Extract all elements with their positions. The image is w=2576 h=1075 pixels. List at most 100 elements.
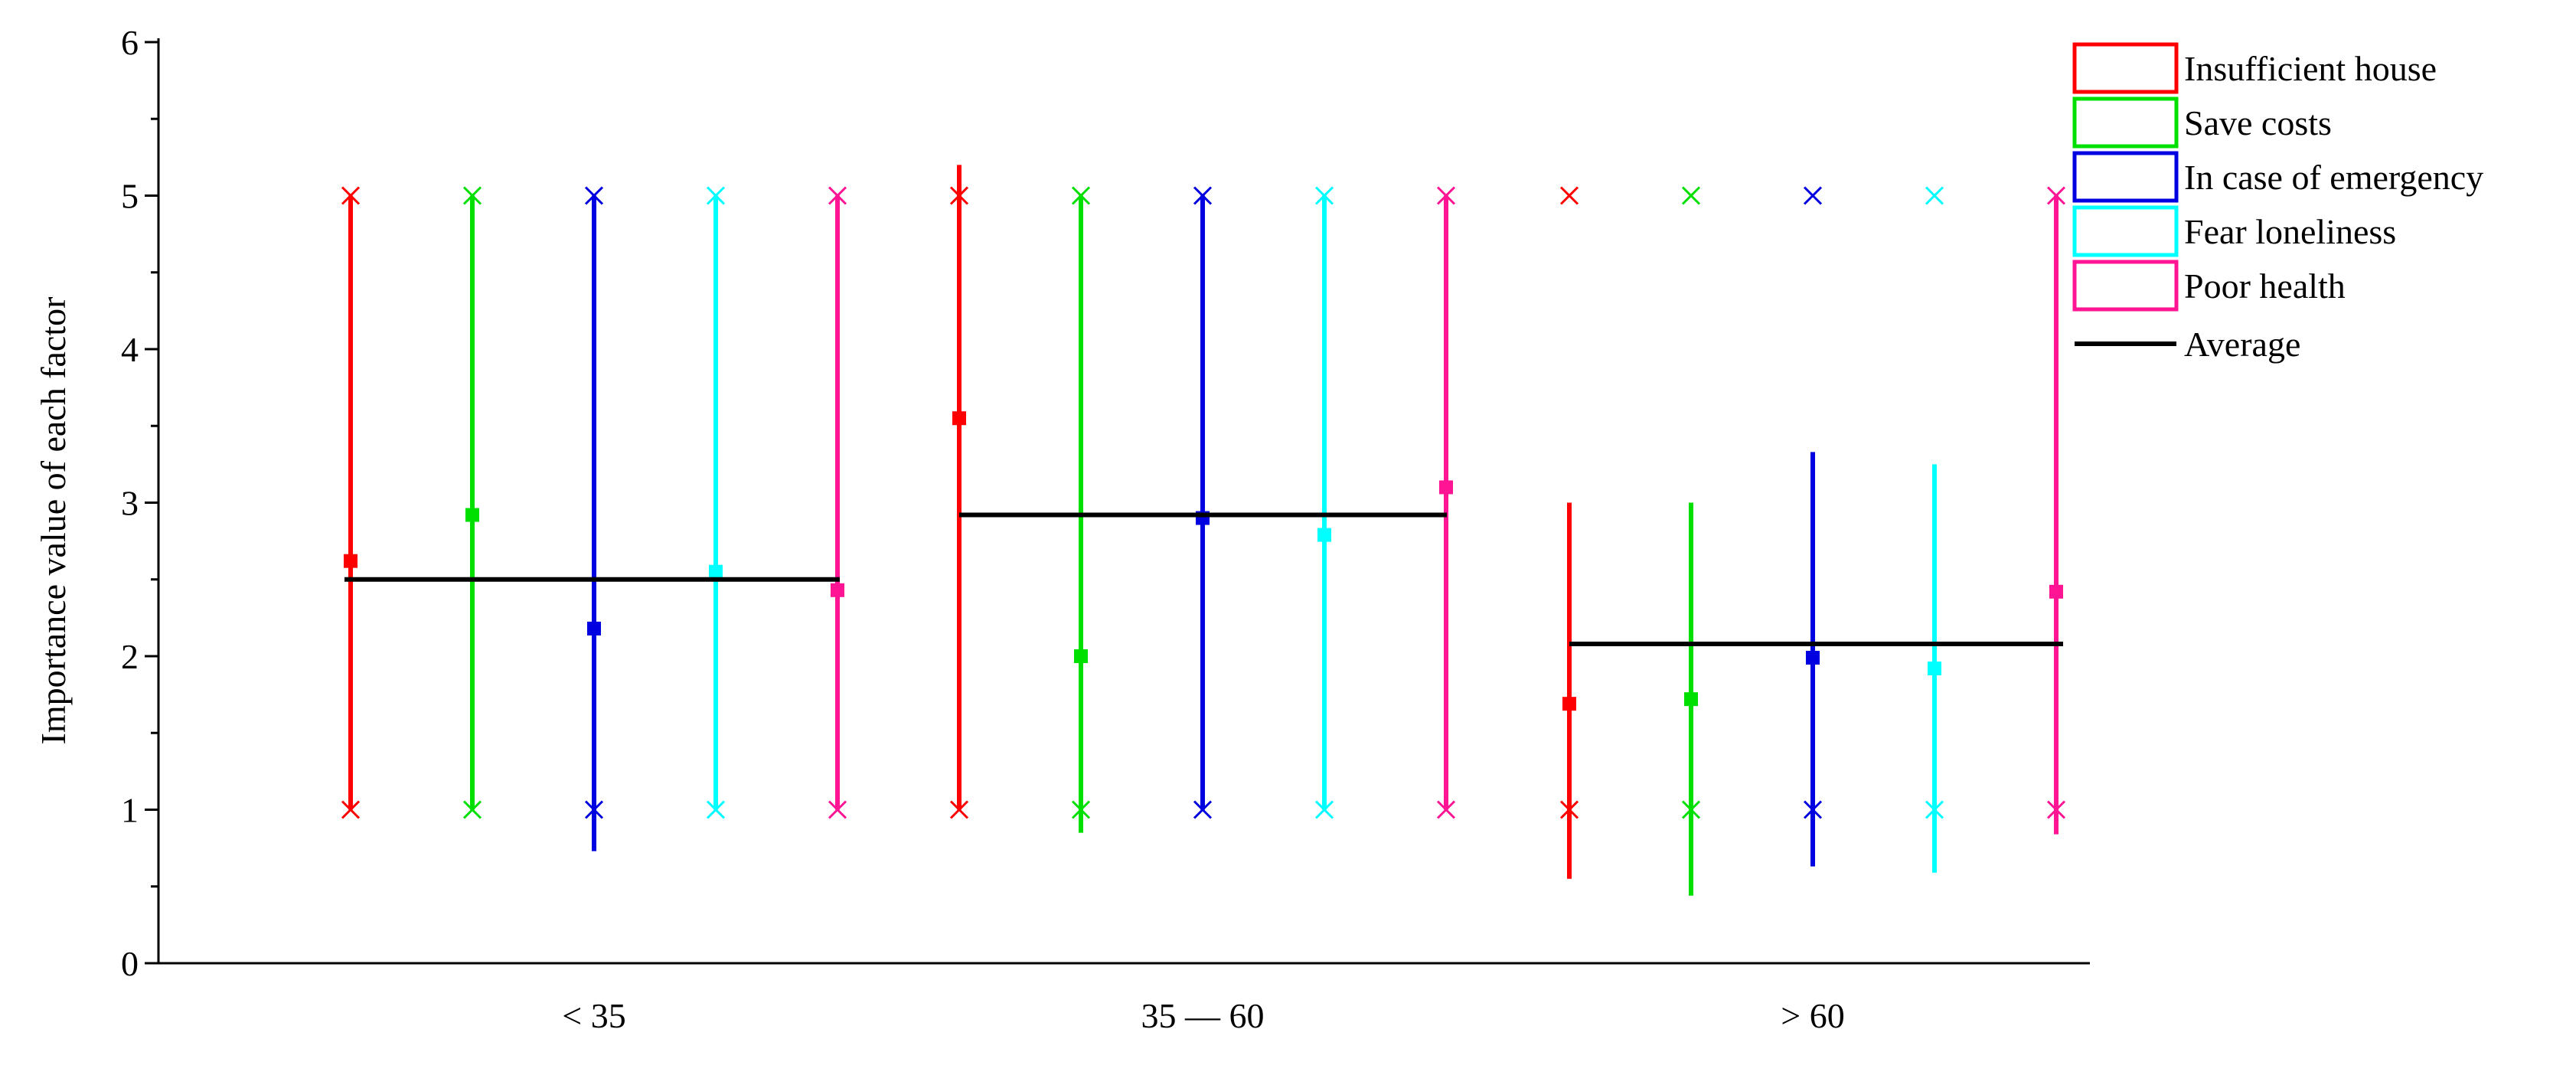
max-marker	[1681, 186, 1701, 205]
max-marker-stroke-b	[828, 186, 847, 205]
mean-point	[1317, 528, 1331, 542]
min-marker-stroke-b	[1436, 800, 1456, 819]
mean-point	[1684, 692, 1698, 707]
min-marker	[1925, 800, 1944, 819]
legend-label-average: Average	[2184, 325, 2300, 364]
max-marker	[949, 186, 969, 205]
legend-label: Insufficient house	[2184, 49, 2437, 88]
mean-point	[587, 621, 601, 636]
max-marker	[1436, 186, 1456, 205]
min-marker	[341, 800, 361, 819]
max-marker-stroke-b	[1559, 186, 1579, 205]
min-marker	[1681, 800, 1701, 819]
min-marker-stroke-b	[1314, 800, 1334, 819]
plot-area	[341, 165, 2066, 896]
y-tick-label: 6	[121, 23, 139, 62]
legend-swatch	[2072, 260, 2179, 312]
min-marker	[1071, 800, 1091, 819]
mean-point	[1562, 697, 1576, 711]
mean-point	[1806, 651, 1820, 665]
legend-label: Save costs	[2184, 103, 2332, 142]
max-marker	[1314, 186, 1334, 205]
max-marker-stroke-b	[706, 186, 726, 205]
mean-point	[831, 583, 844, 597]
y-tick-label: 2	[121, 637, 139, 676]
min-marker	[2046, 800, 2066, 819]
min-marker	[706, 800, 726, 819]
max-marker-stroke-b	[341, 186, 361, 205]
max-marker	[1071, 186, 1091, 205]
mean-point	[1928, 662, 1941, 676]
y-tick-label: 5	[121, 177, 139, 216]
y-axis-title: Importance value of each factor	[34, 297, 73, 745]
legend-swatch	[2072, 96, 2179, 149]
category-label: > 60	[1781, 996, 1844, 1035]
mean-point	[952, 411, 966, 426]
max-marker	[462, 186, 482, 205]
min-marker	[1559, 800, 1579, 819]
y-tick-label: 0	[121, 944, 139, 983]
min-marker-stroke-b	[2046, 800, 2066, 819]
max-marker	[1925, 186, 1944, 205]
max-marker-stroke-b	[1925, 186, 1944, 205]
min-marker-stroke-b	[462, 800, 482, 819]
min-marker	[1436, 800, 1456, 819]
y-tick-label: 4	[121, 330, 139, 369]
min-marker-stroke-b	[949, 800, 969, 819]
min-marker-stroke-b	[1681, 800, 1701, 819]
max-marker-stroke-b	[1803, 186, 1823, 205]
max-marker	[828, 186, 847, 205]
category-label: < 35	[562, 996, 625, 1035]
max-marker-stroke-b	[1193, 186, 1213, 205]
min-marker	[1803, 800, 1823, 819]
min-marker-stroke-b	[584, 800, 604, 819]
max-marker-stroke-b	[2046, 186, 2066, 205]
min-marker-stroke-b	[828, 800, 847, 819]
y-tick-label: 1	[121, 791, 139, 830]
max-marker-stroke-b	[1314, 186, 1334, 205]
min-marker-stroke-b	[706, 800, 726, 819]
y-tick-label: 3	[121, 484, 139, 523]
category-label: 35 — 60	[1141, 996, 1265, 1035]
max-marker	[1193, 186, 1213, 205]
min-marker	[584, 800, 604, 819]
min-marker	[462, 800, 482, 819]
min-marker-stroke-b	[1559, 800, 1579, 819]
max-marker	[1803, 186, 1823, 205]
min-marker-stroke-b	[1071, 800, 1091, 819]
legend-label: In case of emergency	[2184, 158, 2483, 197]
mean-point	[2049, 584, 2063, 599]
legend: Insufficient house Save costs In case of e…	[2072, 42, 2483, 364]
mean-point	[1074, 649, 1088, 663]
mean-point	[465, 508, 479, 522]
legend-label: Poor health	[2184, 266, 2346, 306]
max-marker	[341, 186, 361, 205]
max-marker-stroke-b	[949, 186, 969, 205]
max-marker-stroke-b	[1681, 186, 1701, 205]
mean-point	[1439, 480, 1453, 495]
max-marker	[706, 186, 726, 205]
min-marker-stroke-b	[1925, 800, 1944, 819]
max-marker-stroke-b	[1071, 186, 1091, 205]
min-marker	[949, 800, 969, 819]
max-marker	[584, 186, 604, 205]
mean-point	[344, 554, 358, 568]
min-marker	[1193, 800, 1213, 819]
max-marker-stroke-b	[1436, 186, 1456, 205]
min-marker	[828, 800, 847, 819]
min-marker-stroke-b	[341, 800, 361, 819]
max-marker	[1559, 186, 1579, 205]
max-marker-stroke-b	[584, 186, 604, 205]
min-marker-stroke-b	[1803, 800, 1823, 819]
max-marker-stroke-b	[462, 186, 482, 205]
max-marker	[2046, 186, 2066, 205]
axes: 0 1 2 3 4 5 6 < 35 35 — 60 > 60	[121, 23, 2090, 1035]
legend-swatch	[2072, 151, 2179, 203]
legend-swatch	[2072, 42, 2179, 94]
legend-swatch	[2072, 205, 2179, 257]
legend-label: Fear loneliness	[2184, 212, 2396, 251]
min-marker	[1314, 800, 1334, 819]
mean-point	[709, 564, 723, 579]
min-marker-stroke-b	[1193, 800, 1213, 819]
